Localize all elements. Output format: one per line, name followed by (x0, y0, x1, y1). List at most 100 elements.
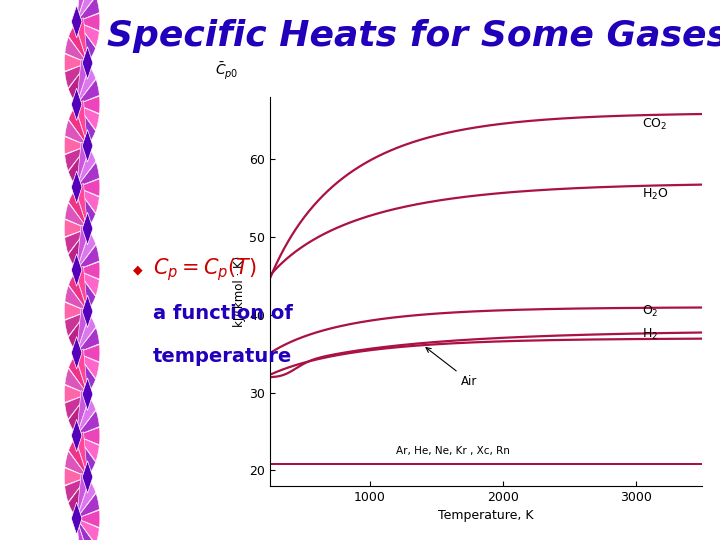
Wedge shape (76, 494, 99, 518)
Wedge shape (76, 104, 89, 150)
Wedge shape (64, 302, 88, 320)
Wedge shape (65, 228, 88, 254)
Wedge shape (75, 394, 88, 439)
Polygon shape (71, 336, 82, 369)
Polygon shape (71, 5, 82, 38)
Polygon shape (71, 502, 82, 535)
Text: Specific Heats for Some Gases: Specific Heats for Some Gases (107, 19, 720, 53)
Wedge shape (76, 187, 99, 213)
Y-axis label: kJ/(kmol · K): kJ/(kmol · K) (233, 256, 246, 327)
Wedge shape (68, 273, 88, 312)
Wedge shape (76, 22, 89, 67)
Wedge shape (76, 270, 99, 296)
Wedge shape (76, 0, 99, 22)
Wedge shape (76, 162, 99, 187)
Wedge shape (68, 477, 88, 515)
Wedge shape (76, 179, 100, 197)
Wedge shape (76, 184, 88, 228)
Wedge shape (76, 390, 89, 436)
Wedge shape (76, 474, 89, 518)
Wedge shape (76, 0, 96, 22)
Wedge shape (76, 308, 89, 353)
Wedge shape (64, 468, 88, 485)
Wedge shape (64, 54, 88, 71)
Wedge shape (76, 328, 99, 353)
Wedge shape (76, 100, 88, 146)
Wedge shape (76, 518, 96, 540)
Wedge shape (76, 22, 96, 60)
Wedge shape (76, 432, 88, 477)
Wedge shape (68, 63, 88, 101)
Polygon shape (82, 47, 93, 79)
Wedge shape (76, 0, 89, 22)
Wedge shape (76, 59, 89, 104)
Wedge shape (64, 137, 88, 154)
Wedge shape (65, 146, 88, 171)
Wedge shape (76, 149, 96, 187)
Polygon shape (71, 171, 82, 204)
Polygon shape (71, 254, 82, 286)
Wedge shape (76, 79, 99, 104)
X-axis label: Temperature, K: Temperature, K (438, 509, 534, 522)
Wedge shape (64, 385, 88, 402)
Wedge shape (65, 394, 88, 419)
Polygon shape (71, 420, 82, 452)
Wedge shape (68, 228, 88, 267)
Text: $C_p = C_p(T)$: $C_p = C_p(T)$ (153, 256, 257, 284)
Text: temperature: temperature (153, 347, 292, 366)
Wedge shape (76, 481, 96, 518)
Wedge shape (68, 394, 88, 432)
Wedge shape (76, 225, 89, 270)
Wedge shape (68, 24, 88, 63)
Wedge shape (76, 270, 96, 308)
Wedge shape (76, 266, 88, 312)
Wedge shape (65, 120, 88, 146)
Text: CO$_2$: CO$_2$ (642, 117, 667, 132)
Wedge shape (76, 270, 89, 315)
Polygon shape (82, 461, 93, 493)
Wedge shape (68, 190, 88, 228)
Text: O$_2$: O$_2$ (642, 303, 659, 319)
Wedge shape (76, 427, 100, 445)
Wedge shape (75, 477, 88, 522)
Wedge shape (76, 397, 96, 436)
Polygon shape (82, 130, 93, 162)
Wedge shape (65, 63, 88, 88)
Wedge shape (65, 451, 88, 477)
Wedge shape (65, 37, 88, 63)
Wedge shape (76, 510, 100, 528)
Wedge shape (76, 436, 99, 462)
Wedge shape (76, 245, 99, 270)
Wedge shape (75, 312, 88, 356)
Text: $\bar{C}_{p0}$: $\bar{C}_{p0}$ (215, 60, 238, 82)
Wedge shape (68, 146, 88, 184)
Wedge shape (76, 518, 99, 540)
Wedge shape (76, 410, 99, 436)
Wedge shape (64, 219, 88, 237)
Wedge shape (75, 146, 88, 191)
Wedge shape (68, 312, 88, 349)
Wedge shape (76, 349, 88, 394)
Text: ◆: ◆ (132, 264, 143, 276)
Wedge shape (76, 353, 96, 392)
Wedge shape (76, 187, 89, 232)
Wedge shape (65, 368, 88, 394)
Polygon shape (82, 212, 93, 245)
Wedge shape (76, 262, 100, 279)
Wedge shape (76, 345, 100, 362)
Wedge shape (76, 436, 96, 474)
Wedge shape (76, 353, 99, 379)
Wedge shape (68, 356, 88, 394)
Wedge shape (76, 142, 89, 187)
Text: a function of: a function of (153, 303, 293, 323)
Wedge shape (76, 18, 88, 63)
Wedge shape (76, 436, 89, 481)
Wedge shape (76, 518, 89, 540)
Wedge shape (76, 232, 96, 270)
Wedge shape (76, 104, 99, 130)
Text: H$_2$: H$_2$ (642, 327, 658, 342)
Polygon shape (82, 378, 93, 410)
Wedge shape (76, 315, 96, 353)
Wedge shape (76, 66, 96, 104)
Wedge shape (76, 22, 99, 48)
